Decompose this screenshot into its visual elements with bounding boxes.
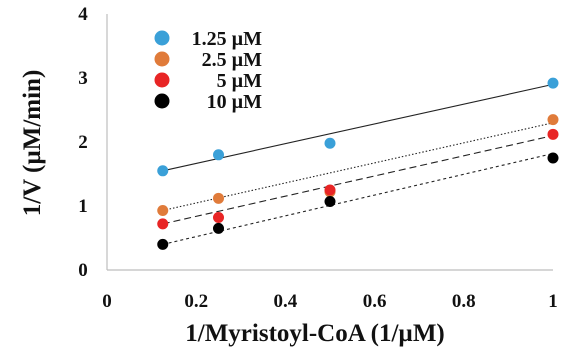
data-point [213,212,224,224]
x-tick-label: 1 [548,291,558,312]
data-point [324,196,336,208]
legend-label: 10 µM [207,91,263,113]
data-point [213,222,224,234]
x-tick-label: 0.8 [452,291,476,312]
data-point [157,238,169,250]
data-point [547,152,559,164]
y-tick-labels: 0 1 2 3 4 [78,4,88,281]
x-tick-label: 0.6 [363,291,387,312]
y-tick-label: 0 [78,260,88,281]
x-axis-title: 1/Myristoyl-CoA (1/µM) [185,320,445,347]
legend-label: 1.25 µM [192,28,263,50]
data-point [324,137,336,149]
trendline [162,122,554,212]
data-point [547,77,559,89]
trendline [162,135,554,225]
data-point [213,192,224,204]
y-tick-label: 4 [78,4,88,25]
y-tick-label: 2 [78,132,88,153]
legend-marker [154,93,170,109]
trendline [162,83,554,172]
data-point [157,165,169,177]
data-point [157,204,169,216]
x-tick-label: 0.2 [184,291,208,312]
x-tick-label: 0 [102,291,112,312]
data-point [157,218,169,230]
fit-lines [162,83,554,245]
y-axis-title: 1/V (µM/min) [19,70,46,217]
x-tick-labels: 0 0.2 0.4 0.6 0.8 1 [102,291,558,312]
y-tick-label: 3 [78,68,88,89]
legend-marker [154,51,170,67]
data-point [547,114,559,126]
legend-label: 5 µM [217,70,263,92]
data-points [157,77,559,250]
legend-marker [154,72,170,88]
data-point [547,128,559,140]
data-point [213,149,224,161]
trendline [162,152,554,245]
axes [106,14,553,271]
legend-label: 2.5 µM [202,49,263,71]
y-tick-label: 1 [78,196,88,217]
x-tick-label: 0.4 [274,291,298,312]
legend-marker [154,30,170,46]
data-point [324,184,336,196]
